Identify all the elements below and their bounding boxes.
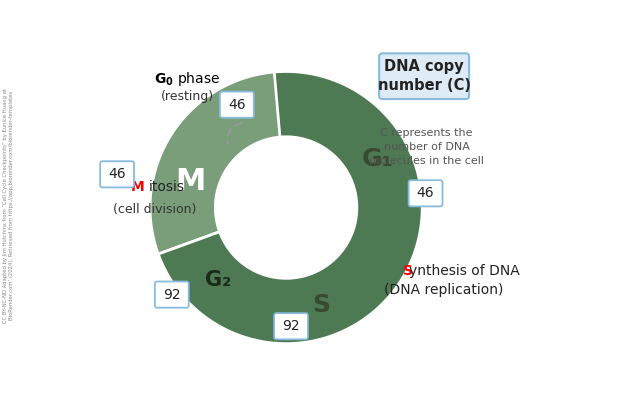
Text: G₁: G₁ [362, 147, 393, 171]
Text: DNA copy
number (C): DNA copy number (C) [378, 59, 470, 93]
Text: 92: 92 [163, 288, 180, 302]
Text: G₂: G₂ [205, 270, 232, 290]
Polygon shape [150, 72, 422, 344]
Text: (DNA replication): (DNA replication) [384, 283, 504, 297]
FancyBboxPatch shape [408, 180, 442, 206]
Text: $\mathbf{G_0}$ phase: $\mathbf{G_0}$ phase [154, 70, 221, 88]
Polygon shape [150, 72, 422, 335]
Polygon shape [158, 72, 422, 344]
Text: (cell division): (cell division) [113, 203, 196, 216]
Text: 46: 46 [228, 98, 246, 112]
FancyBboxPatch shape [100, 161, 134, 187]
Text: itosis: itosis [149, 180, 185, 194]
FancyArrowPatch shape [227, 123, 241, 143]
FancyBboxPatch shape [155, 282, 189, 308]
Text: ynthesis of DNA: ynthesis of DNA [409, 264, 520, 278]
Text: 46: 46 [108, 167, 126, 181]
Text: CC BY-NC-ND Adapted by Jim Hutchins from “Cell Cycle Checkpoints” by Eunice Huan: CC BY-NC-ND Adapted by Jim Hutchins from… [3, 88, 13, 323]
Text: S: S [403, 264, 413, 278]
Text: 92: 92 [282, 319, 300, 333]
FancyBboxPatch shape [220, 92, 254, 118]
Polygon shape [150, 72, 404, 344]
Text: M: M [175, 167, 205, 196]
Text: (resting): (resting) [161, 90, 214, 103]
Text: M: M [131, 180, 145, 194]
Text: 46: 46 [417, 186, 435, 200]
Text: S: S [312, 293, 330, 317]
FancyBboxPatch shape [379, 53, 469, 99]
Text: C represents the
number of DNA
molecules in the cell: C represents the number of DNA molecules… [369, 128, 484, 166]
FancyBboxPatch shape [274, 313, 308, 339]
